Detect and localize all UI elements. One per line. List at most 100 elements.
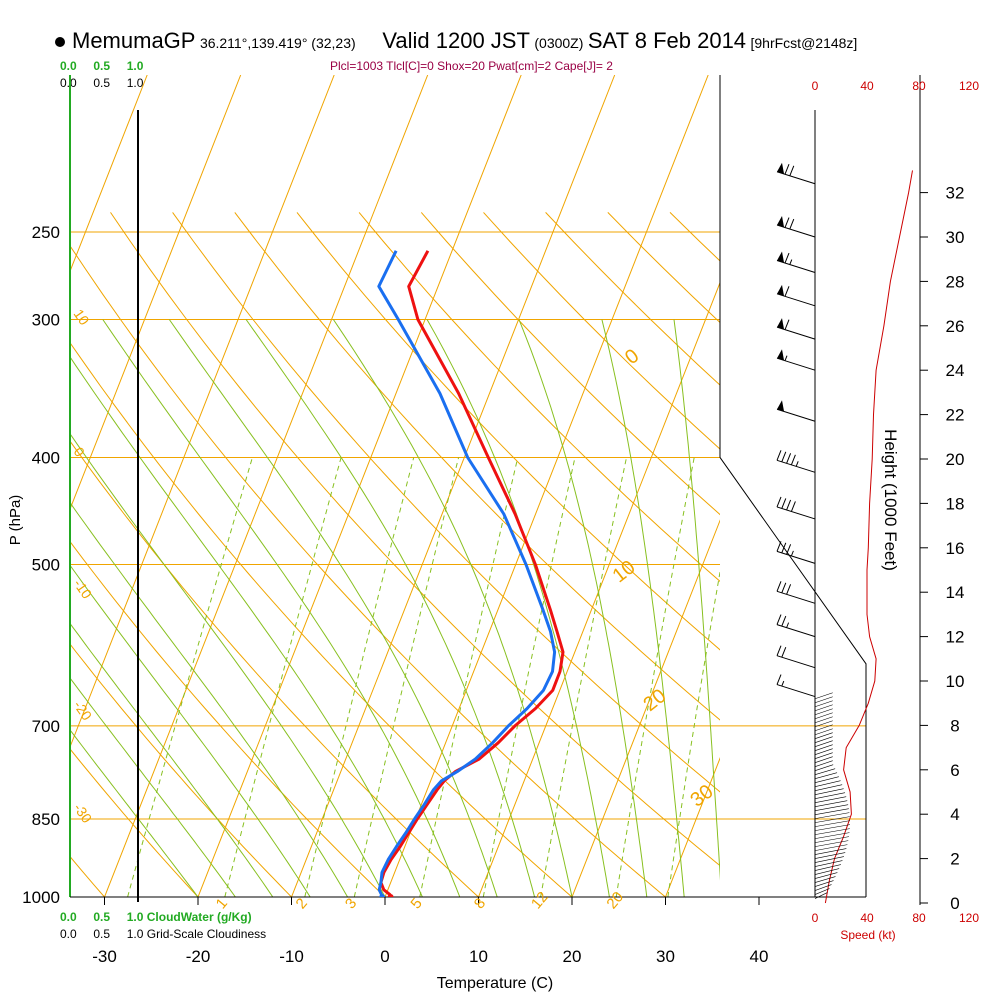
wind-barb-line	[814, 732, 833, 740]
wind-barb-line	[814, 752, 833, 759]
wind-barb-feather	[789, 218, 795, 230]
isotherm-line	[384, 75, 709, 897]
pressure-tick-label: 850	[32, 810, 60, 829]
speed-tick-top: 0	[812, 79, 819, 93]
isotherm-line	[291, 75, 616, 897]
isotherm-line	[665, 757, 720, 897]
isotherm-line	[478, 281, 720, 897]
wind-barb-line	[814, 692, 833, 700]
wind-barb-line	[814, 836, 850, 843]
sounding-series	[377, 250, 565, 897]
mixing-ratio-label: 12	[528, 889, 552, 913]
mixing-ratio-line	[304, 457, 415, 897]
dry-adiabat-line	[0, 212, 30, 920]
wind-barb-line	[814, 700, 833, 708]
moist-adiabat-line	[737, 320, 759, 898]
chart-frame	[69, 75, 928, 905]
wind-barb-feather	[786, 584, 792, 595]
wind-barb	[776, 614, 816, 638]
wind-barb-feather	[786, 453, 792, 464]
moist-adiabat-line	[245, 319, 536, 897]
mixing-ratio-label: 2	[293, 895, 311, 912]
dry-adiabat-line	[857, 212, 1000, 920]
height-tick-label: 10	[946, 672, 965, 691]
wind-barb-line	[814, 808, 849, 815]
cloudwater-label: CloudWater (g/Kg)	[146, 910, 252, 924]
wind-barb	[776, 251, 816, 273]
dry-adiabat-label: 10	[71, 306, 93, 328]
height-tick-label: 22	[946, 406, 965, 425]
dry-adiabat-line	[70, 748, 199, 897]
wind-barb-feather	[784, 286, 790, 297]
wind-barb-line	[814, 716, 833, 724]
wind-barb-line	[814, 784, 843, 791]
wind-barb-staff	[776, 357, 816, 371]
wind-barb-flag	[777, 318, 784, 330]
cloudwater-scale-top: 0.0 0.5 1.0	[60, 59, 144, 73]
dry-adiabat-line	[296, 212, 720, 651]
surface-temp-marker	[387, 894, 394, 897]
wind-barb-line	[814, 712, 833, 720]
speed-tick-bottom: 120	[959, 911, 979, 925]
wind-barb-half-feather	[781, 680, 785, 687]
wind-barb-staff	[776, 550, 816, 564]
wind-barb-line	[814, 796, 847, 803]
pressure-tick-label: 1000	[22, 888, 60, 907]
moist-adiabat-line	[793, 320, 797, 898]
wind-barb	[776, 162, 816, 185]
isotherm-label: 0	[621, 345, 643, 369]
wind-barb-feather	[790, 501, 796, 512]
wind-barb-flag	[777, 162, 784, 174]
speed-tick-bottom: 80	[912, 911, 926, 925]
cloudiness-scale-top: 0.0 0.5 1.0	[60, 76, 144, 90]
moist-adiabat-line	[673, 319, 720, 881]
moist-adiabat-line	[70, 432, 386, 897]
wind-barb-feather	[781, 647, 787, 658]
dry-adiabat-line	[70, 440, 480, 897]
wind-barb-line	[814, 736, 833, 744]
wind-barb-line	[814, 724, 833, 732]
dry-adiabat-line	[70, 540, 386, 897]
wind-barb-line	[814, 776, 839, 783]
moist-adiabat-line	[332, 319, 573, 897]
wind-barb-half-feather	[789, 259, 793, 265]
moist-adiabat-line	[70, 729, 199, 897]
pressure-tick-label: 500	[32, 555, 60, 574]
temp-tick-label: -30	[92, 947, 117, 966]
dry-adiabat-line	[110, 212, 720, 867]
temp-tick-label: 10	[469, 947, 488, 966]
dry-adiabat-line	[483, 212, 720, 450]
height-tick-label: 2	[950, 850, 959, 869]
wind-barb-line	[814, 800, 848, 807]
isotherms	[70, 75, 1000, 897]
mixing-ratio-line	[127, 457, 253, 897]
wind-barb-feather	[784, 319, 790, 330]
wind-barb-line	[814, 696, 833, 704]
temp-tick-label: 0	[380, 947, 389, 966]
moist-adiabats	[70, 319, 797, 898]
moist-adiabat-line	[70, 355, 423, 897]
pressure-tick-label: 700	[32, 717, 60, 736]
height-tick-label: 8	[950, 716, 959, 735]
wind-barb-line	[814, 812, 850, 819]
wind-barb-staff	[776, 224, 816, 238]
bullet-icon	[55, 37, 65, 47]
coords: 36.211°,139.419° (32,23)	[199, 35, 356, 51]
wind-barb-flag	[777, 284, 784, 296]
wind-panel	[776, 110, 913, 904]
wind-barb-feather	[781, 542, 787, 554]
wind-barb	[776, 674, 816, 698]
wind-barb-line	[814, 872, 838, 879]
isotherm-label: -10	[71, 576, 96, 602]
wind-barb-feather	[781, 582, 787, 593]
wind-barb-staff	[776, 684, 816, 698]
wind-barb-staff	[776, 459, 816, 473]
wind-barb-line	[814, 868, 840, 875]
wind-barb-line	[814, 888, 830, 895]
dry-adiabat-line	[70, 643, 293, 897]
pressure-tick-label: 300	[32, 310, 60, 329]
height-tick-label: 32	[946, 184, 965, 203]
isotherm-line	[853, 75, 1000, 897]
height-tick-label: 0	[950, 894, 959, 913]
